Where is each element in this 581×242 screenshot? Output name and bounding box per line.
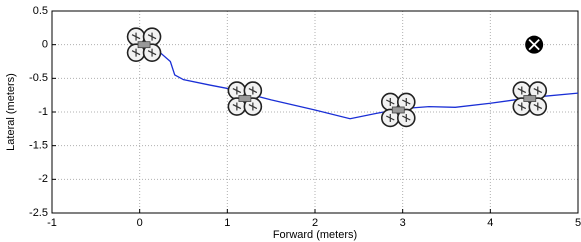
x-tick-label: 2 [312, 217, 318, 229]
y-tick-label: -1 [38, 106, 48, 118]
x-tick-label: 0 [137, 217, 143, 229]
x-tick-label: 3 [400, 217, 406, 229]
x-tick-label: -1 [47, 217, 57, 229]
x-axis-label: Forward (meters) [273, 229, 357, 241]
quadcopter [228, 82, 261, 115]
y-tick-label: 0.5 [33, 5, 48, 17]
trajectory-line [140, 45, 578, 119]
y-axis-label: Lateral (meters) [5, 73, 17, 151]
x-tick-label: 4 [487, 217, 493, 229]
body [524, 96, 536, 102]
y-tick-label: 0 [42, 39, 48, 51]
chart: Forward (meters) Lateral (meters) -1 0 1 2 3… [0, 0, 581, 242]
y-tick-label: -1.5 [29, 140, 48, 152]
x-tick-label: 1 [224, 217, 230, 229]
body [138, 42, 150, 48]
quadcopter [128, 28, 161, 61]
y-tick-label: -2.5 [29, 207, 48, 219]
quadcopter [513, 82, 546, 115]
target-marker [525, 36, 543, 54]
quadcopter [382, 93, 415, 126]
x-tick-label: 5 [575, 217, 581, 229]
y-tick-label: -0.5 [29, 72, 48, 84]
y-tick-label: -2 [38, 173, 48, 185]
body [239, 96, 251, 102]
body [392, 107, 404, 113]
